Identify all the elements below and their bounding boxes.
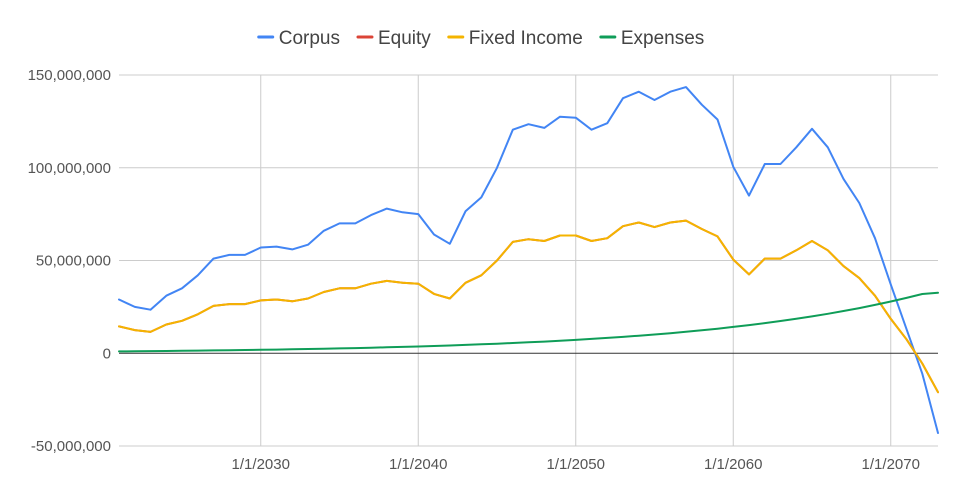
series-lines [118, 86, 939, 434]
x-tick-label: 1/1/2060 [704, 456, 762, 473]
gridlines [119, 74, 938, 447]
legend: Corpus Equity Fixed Income Expenses [257, 28, 704, 49]
legend-label-expenses: Expenses [621, 28, 704, 49]
y-tick-label: 150,000,000 [28, 67, 111, 84]
y-tick-label: -50,000,000 [31, 438, 111, 455]
x-tick-label: 1/1/2070 [862, 456, 920, 473]
series-line-expenses [118, 291, 939, 353]
legend-label-corpus: Corpus [279, 28, 340, 49]
x-tick-label: 1/1/2040 [389, 456, 447, 473]
y-tick-label: 0 [103, 345, 111, 362]
legend-label-equity: Equity [378, 28, 431, 49]
series-line-fixed-income [118, 219, 939, 394]
x-tick-label: 1/1/2050 [547, 456, 605, 473]
series-line-corpus [118, 86, 939, 434]
y-tick-label: 50,000,000 [36, 253, 111, 270]
legend-label-fixed-income: Fixed Income [469, 28, 583, 49]
x-tick-label: 1/1/2030 [232, 456, 290, 473]
axis-labels: -50,000,000 0 50,000,000 100,000,000 150,000… [28, 67, 920, 473]
series-line-equity [118, 219, 939, 394]
y-tick-label: 100,000,000 [28, 160, 111, 177]
